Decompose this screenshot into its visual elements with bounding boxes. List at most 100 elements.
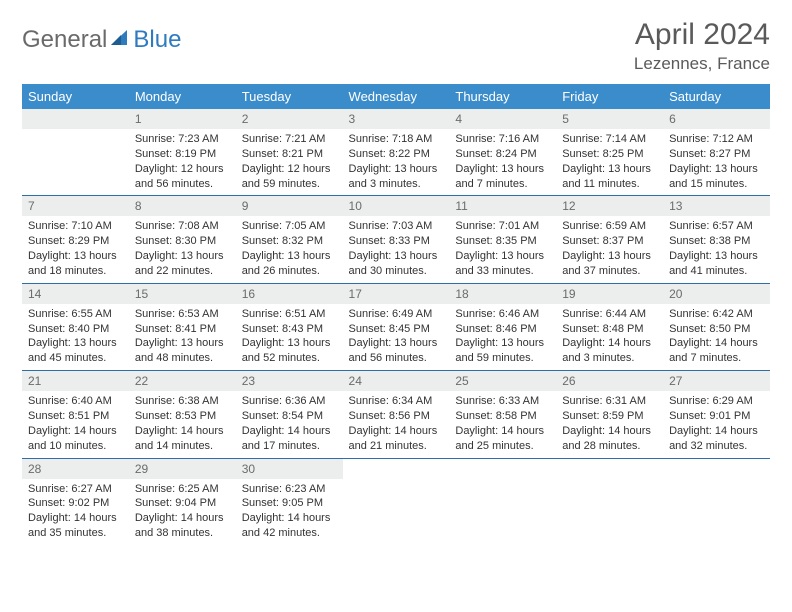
day-details: Sunrise: 6:44 AMSunset: 8:48 PMDaylight:…	[556, 304, 663, 370]
weekday-header: Friday	[556, 84, 663, 109]
day-details: Sunrise: 7:05 AMSunset: 8:32 PMDaylight:…	[236, 216, 343, 282]
sunset-line: Sunset: 8:29 PM	[28, 234, 123, 249]
calendar-cell: 27Sunrise: 6:29 AMSunset: 9:01 PMDayligh…	[663, 371, 770, 458]
day-details: Sunrise: 7:16 AMSunset: 8:24 PMDaylight:…	[449, 129, 556, 195]
daylight-line: Daylight: 14 hours and 7 minutes.	[669, 336, 764, 366]
daylight-line: Daylight: 13 hours and 59 minutes.	[455, 336, 550, 366]
day-details: Sunrise: 6:42 AMSunset: 8:50 PMDaylight:…	[663, 304, 770, 370]
calendar-cell: 1Sunrise: 7:23 AMSunset: 8:19 PMDaylight…	[129, 109, 236, 196]
calendar-cell: 2Sunrise: 7:21 AMSunset: 8:21 PMDaylight…	[236, 109, 343, 196]
sunset-line: Sunset: 8:22 PM	[349, 147, 444, 162]
weekday-header: Sunday	[22, 84, 129, 109]
day-number: 12	[556, 196, 663, 216]
daylight-line: Daylight: 13 hours and 56 minutes.	[349, 336, 444, 366]
calendar-cell: 7Sunrise: 7:10 AMSunset: 8:29 PMDaylight…	[22, 196, 129, 283]
day-number: 9	[236, 196, 343, 216]
day-number: 22	[129, 371, 236, 391]
day-details: Sunrise: 6:29 AMSunset: 9:01 PMDaylight:…	[663, 391, 770, 457]
day-details: Sunrise: 6:46 AMSunset: 8:46 PMDaylight:…	[449, 304, 556, 370]
weekday-header: Monday	[129, 84, 236, 109]
calendar-cell	[663, 458, 770, 545]
sunset-line: Sunset: 8:43 PM	[242, 322, 337, 337]
calendar-cell: 28Sunrise: 6:27 AMSunset: 9:02 PMDayligh…	[22, 458, 129, 545]
sunrise-line: Sunrise: 6:34 AM	[349, 394, 444, 409]
day-details: Sunrise: 6:31 AMSunset: 8:59 PMDaylight:…	[556, 391, 663, 457]
day-details: Sunrise: 7:23 AMSunset: 8:19 PMDaylight:…	[129, 129, 236, 195]
sunrise-line: Sunrise: 6:31 AM	[562, 394, 657, 409]
title-block: April 2024 Lezennes, France	[634, 18, 770, 74]
sunset-line: Sunset: 8:50 PM	[669, 322, 764, 337]
sunrise-line: Sunrise: 6:59 AM	[562, 219, 657, 234]
daylight-line: Daylight: 14 hours and 10 minutes.	[28, 424, 123, 454]
daylight-line: Daylight: 13 hours and 37 minutes.	[562, 249, 657, 279]
day-details: Sunrise: 7:14 AMSunset: 8:25 PMDaylight:…	[556, 129, 663, 195]
sunset-line: Sunset: 8:35 PM	[455, 234, 550, 249]
sunset-line: Sunset: 8:53 PM	[135, 409, 230, 424]
calendar-cell: 13Sunrise: 6:57 AMSunset: 8:38 PMDayligh…	[663, 196, 770, 283]
day-number: 18	[449, 284, 556, 304]
sunset-line: Sunset: 8:19 PM	[135, 147, 230, 162]
sunset-line: Sunset: 8:56 PM	[349, 409, 444, 424]
sunset-line: Sunset: 8:51 PM	[28, 409, 123, 424]
calendar-cell	[22, 109, 129, 196]
logo: General Blue	[22, 26, 181, 54]
daylight-line: Daylight: 13 hours and 3 minutes.	[349, 162, 444, 192]
calendar-cell: 4Sunrise: 7:16 AMSunset: 8:24 PMDaylight…	[449, 109, 556, 196]
day-number: 25	[449, 371, 556, 391]
daylight-line: Daylight: 13 hours and 41 minutes.	[669, 249, 764, 279]
calendar-row: 7Sunrise: 7:10 AMSunset: 8:29 PMDaylight…	[22, 196, 770, 283]
daylight-line: Daylight: 13 hours and 45 minutes.	[28, 336, 123, 366]
sunset-line: Sunset: 9:05 PM	[242, 496, 337, 511]
sunset-line: Sunset: 8:30 PM	[135, 234, 230, 249]
day-number: 29	[129, 459, 236, 479]
sunset-line: Sunset: 8:59 PM	[562, 409, 657, 424]
location-label: Lezennes, France	[634, 54, 770, 74]
calendar-cell: 15Sunrise: 6:53 AMSunset: 8:41 PMDayligh…	[129, 283, 236, 370]
day-details: Sunrise: 6:53 AMSunset: 8:41 PMDaylight:…	[129, 304, 236, 370]
day-number: 7	[22, 196, 129, 216]
day-number: 4	[449, 109, 556, 129]
sunset-line: Sunset: 8:41 PM	[135, 322, 230, 337]
day-details: Sunrise: 7:08 AMSunset: 8:30 PMDaylight:…	[129, 216, 236, 282]
day-number: 5	[556, 109, 663, 129]
day-number: 20	[663, 284, 770, 304]
calendar-cell: 14Sunrise: 6:55 AMSunset: 8:40 PMDayligh…	[22, 283, 129, 370]
day-details: Sunrise: 6:55 AMSunset: 8:40 PMDaylight:…	[22, 304, 129, 370]
calendar-cell: 18Sunrise: 6:46 AMSunset: 8:46 PMDayligh…	[449, 283, 556, 370]
calendar-cell: 21Sunrise: 6:40 AMSunset: 8:51 PMDayligh…	[22, 371, 129, 458]
daylight-line: Daylight: 14 hours and 3 minutes.	[562, 336, 657, 366]
sunrise-line: Sunrise: 7:21 AM	[242, 132, 337, 147]
sunrise-line: Sunrise: 7:01 AM	[455, 219, 550, 234]
daylight-line: Daylight: 12 hours and 59 minutes.	[242, 162, 337, 192]
day-number: 27	[663, 371, 770, 391]
day-details: Sunrise: 7:21 AMSunset: 8:21 PMDaylight:…	[236, 129, 343, 195]
calendar-cell: 11Sunrise: 7:01 AMSunset: 8:35 PMDayligh…	[449, 196, 556, 283]
calendar-table: SundayMondayTuesdayWednesdayThursdayFrid…	[22, 84, 770, 545]
calendar-cell: 8Sunrise: 7:08 AMSunset: 8:30 PMDaylight…	[129, 196, 236, 283]
calendar-row: 1Sunrise: 7:23 AMSunset: 8:19 PMDaylight…	[22, 109, 770, 196]
day-details: Sunrise: 7:03 AMSunset: 8:33 PMDaylight:…	[343, 216, 450, 282]
daylight-line: Daylight: 14 hours and 35 minutes.	[28, 511, 123, 541]
daylight-line: Daylight: 14 hours and 14 minutes.	[135, 424, 230, 454]
calendar-row: 21Sunrise: 6:40 AMSunset: 8:51 PMDayligh…	[22, 371, 770, 458]
month-title: April 2024	[634, 18, 770, 52]
calendar-row: 28Sunrise: 6:27 AMSunset: 9:02 PMDayligh…	[22, 458, 770, 545]
calendar-cell: 26Sunrise: 6:31 AMSunset: 8:59 PMDayligh…	[556, 371, 663, 458]
day-number: 24	[343, 371, 450, 391]
day-number: 2	[236, 109, 343, 129]
calendar-cell	[343, 458, 450, 545]
day-details: Sunrise: 6:57 AMSunset: 8:38 PMDaylight:…	[663, 216, 770, 282]
day-details: Sunrise: 7:10 AMSunset: 8:29 PMDaylight:…	[22, 216, 129, 282]
day-number: 8	[129, 196, 236, 216]
weekday-header: Saturday	[663, 84, 770, 109]
day-number: 23	[236, 371, 343, 391]
sunset-line: Sunset: 8:38 PM	[669, 234, 764, 249]
day-number: 21	[22, 371, 129, 391]
calendar-cell: 16Sunrise: 6:51 AMSunset: 8:43 PMDayligh…	[236, 283, 343, 370]
daylight-line: Daylight: 13 hours and 11 minutes.	[562, 162, 657, 192]
sunrise-line: Sunrise: 7:12 AM	[669, 132, 764, 147]
daylight-line: Daylight: 13 hours and 33 minutes.	[455, 249, 550, 279]
daylight-line: Daylight: 13 hours and 18 minutes.	[28, 249, 123, 279]
calendar-cell: 10Sunrise: 7:03 AMSunset: 8:33 PMDayligh…	[343, 196, 450, 283]
calendar-cell: 6Sunrise: 7:12 AMSunset: 8:27 PMDaylight…	[663, 109, 770, 196]
